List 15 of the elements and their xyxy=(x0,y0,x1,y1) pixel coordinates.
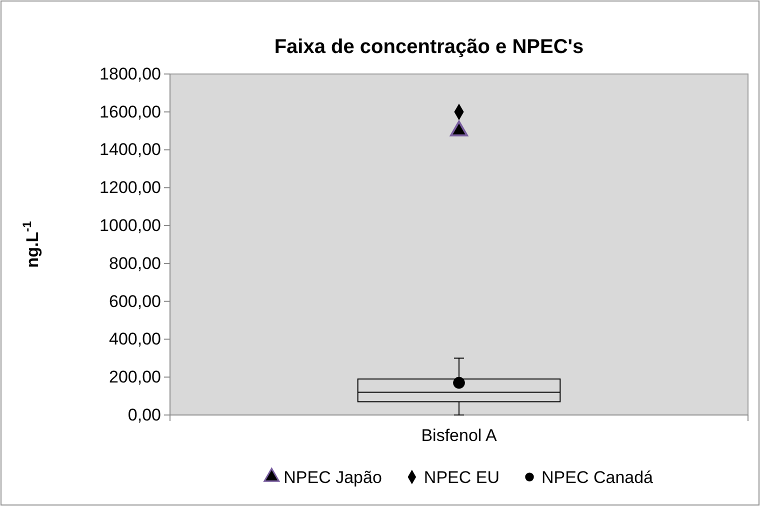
legend-label: NPEC Canadá xyxy=(542,468,654,487)
y-tick-label: 800,00 xyxy=(109,254,161,273)
chart-title: Faixa de concentração e NPEC's xyxy=(274,36,584,58)
y-tick-label: 1800,00 xyxy=(100,64,161,84)
y-tick-label: 0,00 xyxy=(128,405,161,424)
y-tick-label: 1000,00 xyxy=(100,216,161,235)
y-tick-label: 1400,00 xyxy=(100,140,161,160)
x-tick-label: Bisfenol A xyxy=(421,426,498,446)
y-tick-label: 1200,00 xyxy=(100,178,161,198)
y-tick-label: 200,00 xyxy=(109,368,161,387)
legend-label: NPEC Japão xyxy=(284,468,382,487)
y-tick-label: 400,00 xyxy=(109,330,161,349)
y-tick-label: 1600,00 xyxy=(100,102,161,122)
legend-label: NPEC EU xyxy=(424,468,500,487)
y-tick-label: 600,00 xyxy=(109,292,161,311)
